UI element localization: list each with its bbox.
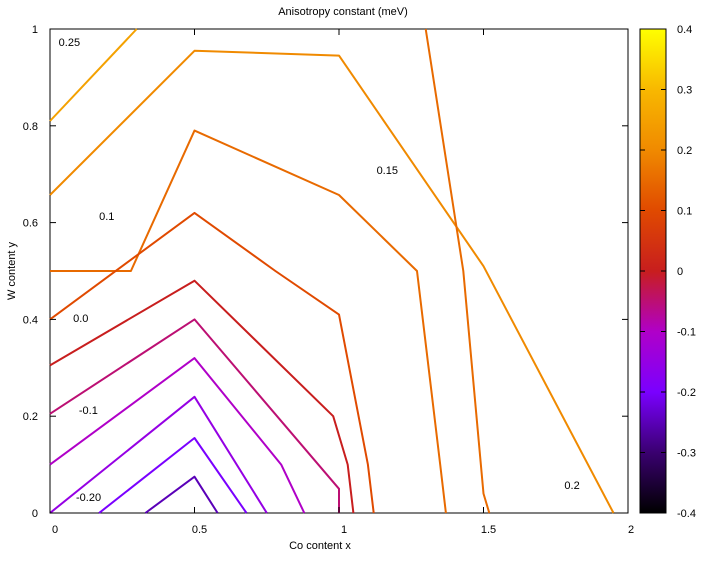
colorbar-tick-label-3: 0.1 [677, 206, 692, 218]
y-tick-label-3: 0.6 [23, 218, 38, 230]
colorbar-tick-label-8: -0.4 [677, 508, 696, 520]
contour-label-5: -0.20 [76, 492, 101, 504]
x-tick-label-3: 1.5 [481, 524, 496, 536]
y-tick-label-4: 0.8 [23, 121, 38, 133]
y-tick-label-5: 1 [32, 24, 38, 36]
contour-lines [49, 28, 615, 514]
y-tick-label-0: 0 [32, 508, 38, 520]
contour-line-9 [98, 437, 248, 514]
contour-line-0 [49, 28, 138, 122]
colorbar-tick-label-0: 0.4 [677, 24, 692, 36]
contour-line-5 [49, 279, 355, 514]
colorbar-ticks: 0.4 0.3 0.2 0.1 0 -0.1 -0.2 -0.3 -0.4 [640, 24, 696, 520]
x-tick-label-0: 0 [52, 524, 58, 536]
x-tick-label-4: 2 [628, 524, 634, 536]
colorbar-tick-label-2: 0.2 [677, 145, 692, 157]
contour-line-4 [49, 211, 375, 514]
x-axis-title: Co content x [289, 540, 351, 552]
contour-label-3: 0.0 [73, 313, 88, 325]
y-axis-ticks: 0 0.2 0.4 0.6 0.8 1 [23, 24, 628, 520]
colorbar-tick-label-7: -0.3 [677, 448, 696, 460]
colorbar-tick-label-1: 0.3 [677, 85, 692, 97]
contour-line-10 [144, 475, 219, 514]
contour-labels: 0.25 0.15 0.1 0.0 -0.1 -0.20 0.2 [59, 37, 580, 504]
y-tick-label-1: 0.2 [23, 411, 38, 423]
colorbar-tick-label-4: 0 [677, 266, 683, 278]
contour-line-1 [49, 49, 615, 514]
contour-label-0: 0.25 [59, 37, 80, 49]
plot-frame [49, 28, 629, 514]
contour-label-6: 0.2 [564, 480, 579, 492]
contour-line-7 [49, 357, 306, 514]
colorbar-tick-label-6: -0.2 [677, 387, 696, 399]
chart-title: Anisotropy constant (meV) [278, 6, 408, 18]
contour-line-6 [49, 318, 340, 513]
contour-line-8 [49, 395, 268, 514]
contour-line-2 [424, 28, 491, 514]
contour-label-4: -0.1 [79, 405, 98, 417]
y-tick-label-2: 0.4 [23, 314, 38, 326]
y-axis-title: W content y [6, 241, 18, 300]
contour-label-1: 0.15 [377, 165, 398, 177]
x-tick-label-1: 0.5 [192, 524, 207, 536]
colorbar-tick-label-5: -0.1 [677, 327, 696, 339]
x-tick-label-2: 1 [341, 524, 347, 536]
contour-label-2: 0.1 [99, 211, 114, 223]
x-axis-ticks: 0 0.5 1 1.5 2 [49, 29, 634, 536]
contour-line-3 [50, 129, 447, 514]
